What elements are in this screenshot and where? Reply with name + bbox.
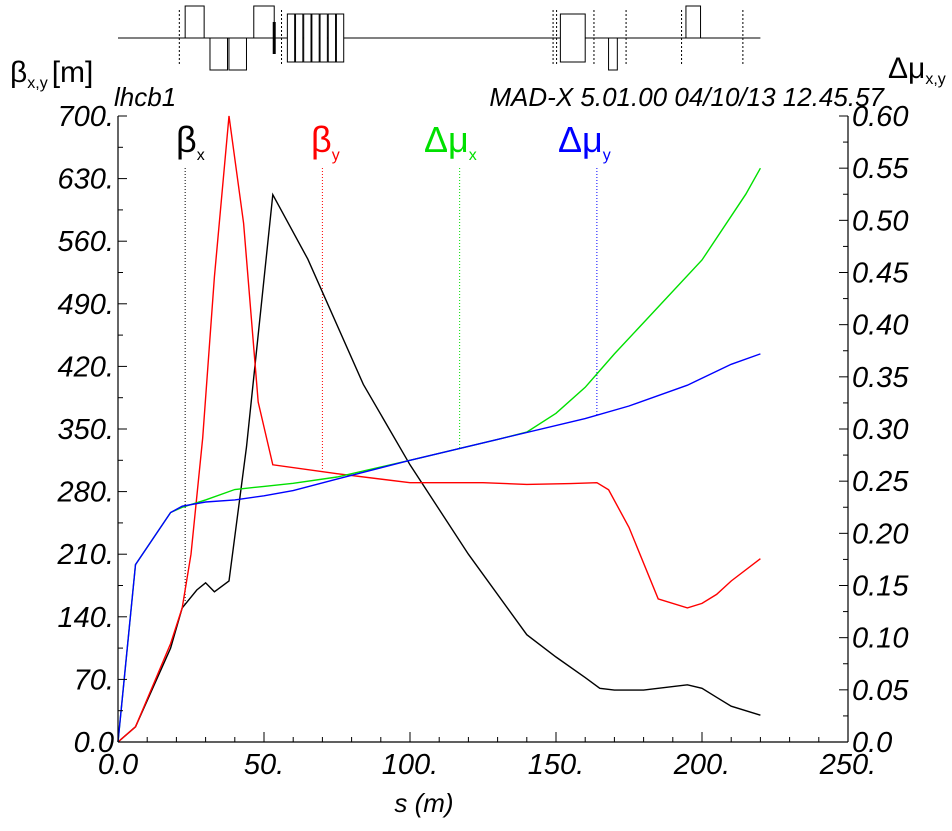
lattice-element bbox=[335, 13, 345, 63]
axes: 0.0 70. 140. 210. 280. 350. 420. 490. 560. 630. 70… bbox=[57, 101, 910, 781]
y-right-tick-label: 0.55 bbox=[852, 153, 909, 185]
series-line-Δμy bbox=[117, 353, 761, 743]
lattice-element bbox=[295, 13, 304, 63]
lattice-element bbox=[184, 5, 205, 39]
x-tick-label: 50. bbox=[244, 749, 284, 781]
lattice-element bbox=[327, 13, 337, 63]
x-tick-label: 100. bbox=[382, 749, 438, 781]
y-left-tick-label: 350. bbox=[58, 414, 114, 446]
y-left-tick-label: 210. bbox=[57, 539, 114, 571]
lattice-element bbox=[286, 13, 296, 63]
lattice-element bbox=[311, 13, 320, 63]
x-tick-label: 0.0 bbox=[98, 749, 138, 781]
y-right-tick-label: 0.45 bbox=[852, 258, 909, 290]
x-tick-label: 250. bbox=[819, 749, 876, 781]
xlabel: s (m) bbox=[394, 788, 453, 818]
legend-betax-label: βx bbox=[176, 119, 205, 164]
y-left-tick-label: 70. bbox=[74, 664, 114, 696]
ylabel-left: βx,y [m] bbox=[10, 56, 93, 92]
y-left-tick-label: 280. bbox=[57, 477, 114, 509]
lattice-element bbox=[685, 5, 702, 39]
header-right: MAD-X 5.01.00 04/10/13 12.45.57 bbox=[489, 82, 885, 112]
y-right-tick-label: 0.15 bbox=[852, 571, 909, 603]
series-line-Δμx bbox=[117, 167, 762, 743]
y-left-tick-label: 490. bbox=[58, 289, 114, 321]
legend-markers bbox=[184, 168, 598, 605]
ylabel-right: Δμx,y bbox=[888, 52, 946, 88]
lattice-diagram bbox=[118, 5, 761, 71]
y-right-tick-label: 0.60 bbox=[852, 101, 908, 133]
legend-dmuy-label: Δμy bbox=[558, 119, 611, 164]
legend-betay-label: βy bbox=[311, 119, 340, 164]
y-right-tick-label: 0.50 bbox=[852, 205, 908, 237]
lattice-element bbox=[209, 37, 228, 71]
header-left: lhcb1 bbox=[114, 82, 176, 112]
x-tick-label: 150. bbox=[528, 749, 584, 781]
y-right-tick-label: 0.0 bbox=[852, 727, 892, 759]
y-right-tick-label: 0.10 bbox=[852, 623, 908, 655]
lattice-element bbox=[319, 13, 328, 63]
y-right-tick-label: 0.30 bbox=[852, 414, 908, 446]
y-left-tick-label: 420. bbox=[58, 351, 114, 383]
legend-dmux-label: Δμx bbox=[424, 119, 477, 164]
y-right-tick-label: 0.35 bbox=[852, 362, 909, 394]
y-right-tick-label: 0.20 bbox=[852, 518, 908, 550]
y-right-tick-label: 0.05 bbox=[852, 675, 909, 707]
y-left-tick-label: 700. bbox=[58, 101, 114, 133]
series-layer bbox=[117, 115, 762, 743]
lattice-element bbox=[559, 13, 586, 63]
y-left-tick-label: 630. bbox=[58, 164, 114, 196]
y-right-tick-label: 0.25 bbox=[852, 466, 909, 498]
y-left-tick-label: 560. bbox=[58, 226, 114, 258]
series-line-βy bbox=[117, 115, 761, 743]
y-left-tick-label: 0.0 bbox=[74, 727, 114, 759]
lattice-element bbox=[228, 37, 247, 71]
y-right-tick-label: 0.40 bbox=[852, 310, 908, 342]
lattice-element bbox=[253, 5, 275, 39]
lattice-element bbox=[303, 13, 312, 63]
y-left-tick-label: 140. bbox=[58, 602, 114, 634]
series-line-βx bbox=[117, 192, 761, 743]
lattice-element bbox=[608, 37, 618, 71]
x-tick-label: 200. bbox=[673, 749, 730, 781]
